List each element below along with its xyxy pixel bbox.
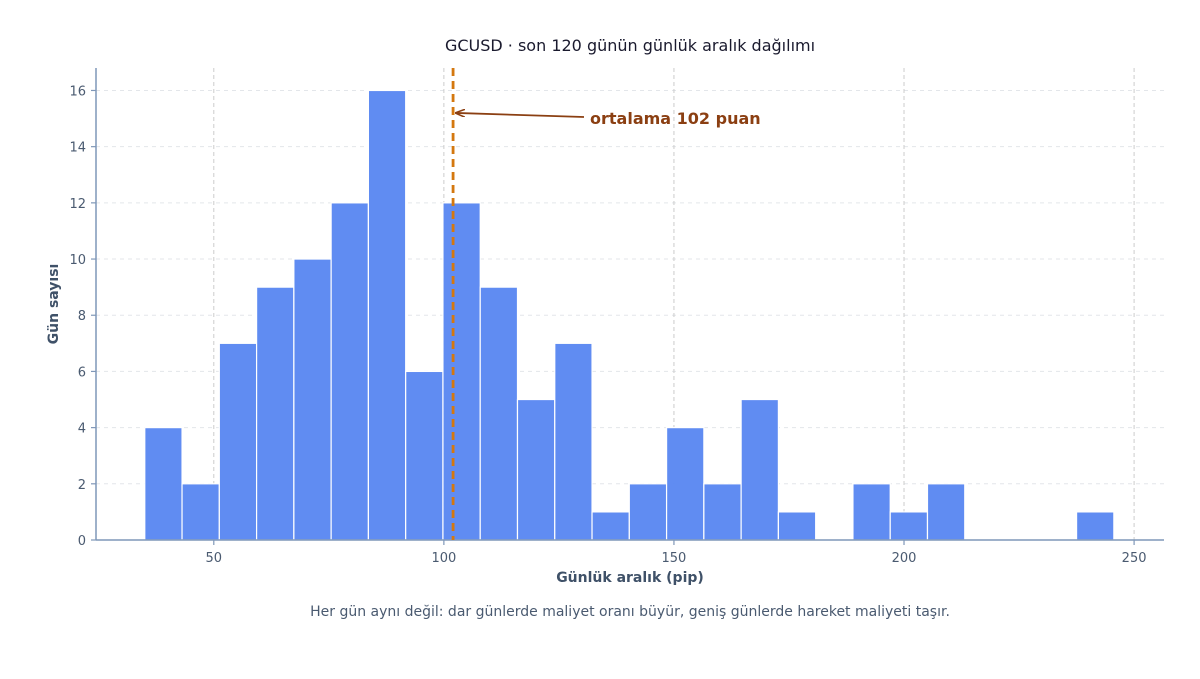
histogram-bar-15 xyxy=(703,483,742,541)
y-tick-label-7: 14 xyxy=(69,141,86,156)
y-tick-label-0: 0 xyxy=(78,534,86,549)
mean-annotation-arrow xyxy=(456,113,585,118)
histogram-bar-14 xyxy=(665,427,705,541)
histogram-bar-13 xyxy=(628,483,668,541)
y-tick-label-4: 8 xyxy=(78,309,86,324)
histogram-bar-12 xyxy=(591,511,630,541)
histogram-bar-5 xyxy=(330,202,370,541)
axes-layer: 0 2 4 6 8 10 12 14 16 50 100 150 200 250 xyxy=(69,68,1164,566)
histogram-bar-10 xyxy=(516,398,556,541)
histogram-bar-19 xyxy=(852,483,891,541)
histogram-bar-2 xyxy=(218,342,258,541)
histogram-bar-4 xyxy=(293,258,332,541)
histogram-bar-17 xyxy=(777,511,817,541)
y-axis-label: Gün sayısı xyxy=(46,264,62,345)
histogram-bar-3 xyxy=(255,286,295,541)
histogram-bar-21 xyxy=(926,483,966,541)
histogram-bar-11 xyxy=(554,342,593,541)
x-tick-label-3: 200 xyxy=(892,551,917,566)
histogram-bar-1 xyxy=(181,483,220,541)
y-tick-label-6: 12 xyxy=(69,197,86,212)
mean-annotation-label: ortalama 102 puan xyxy=(590,109,761,128)
histogram-bar-25 xyxy=(1075,511,1115,541)
histogram-bar-9 xyxy=(479,286,519,541)
y-tick-label-2: 4 xyxy=(78,422,86,437)
histogram-bar-0 xyxy=(144,427,183,541)
histogram-bar-7 xyxy=(405,370,444,541)
y-tick-label-3: 6 xyxy=(78,365,86,380)
x-tick-label-0: 50 xyxy=(206,551,223,566)
y-tick-label-8: 16 xyxy=(69,84,86,99)
histogram-bar-8 xyxy=(442,202,481,541)
x-axis-label: Günlük aralık (pip) xyxy=(556,570,704,586)
histogram-bar-20 xyxy=(889,511,929,541)
histogram-bar-6 xyxy=(367,89,407,541)
chart-title: GCUSD · son 120 günün günlük aralık dağı… xyxy=(445,36,815,55)
bars-layer xyxy=(144,89,1115,541)
y-tick-label-1: 2 xyxy=(78,478,86,493)
y-tick-label-5: 10 xyxy=(69,253,86,268)
histogram-bar-16 xyxy=(740,398,779,541)
annotation-layer: ortalama 102 puan xyxy=(451,68,761,540)
chart-caption: Her gün aynı değil: dar günlerde maliyet… xyxy=(310,604,950,620)
x-tick-label-1: 100 xyxy=(431,551,456,566)
x-tick-label-4: 250 xyxy=(1122,551,1147,566)
x-tick-label-2: 150 xyxy=(662,551,687,566)
